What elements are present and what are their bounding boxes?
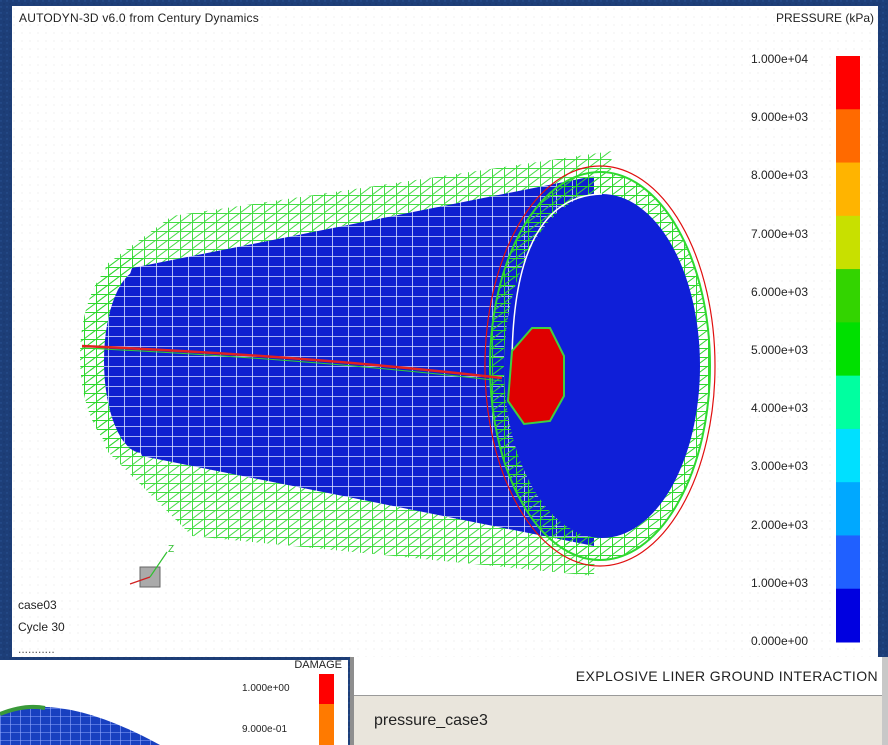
case-name: case03 <box>18 598 57 612</box>
damage-viewport[interactable] <box>0 660 348 745</box>
damage-view-panel[interactable]: DAMAGE 1.000e+00 9.000e-01 <box>0 660 348 745</box>
colorbar-segment <box>836 375 860 430</box>
end-face-edge <box>511 193 603 367</box>
damage-bar-red <box>319 674 334 704</box>
legend-tick-label: 2.000e+03 <box>750 517 808 532</box>
legend-title: PRESSURE (kPa) <box>775 11 874 25</box>
barrel-body <box>104 176 594 546</box>
damage-tick-0: 1.000e+00 <box>242 683 290 694</box>
legend-tick-label: 7.000e+03 <box>750 226 808 241</box>
colorbar-segment <box>836 56 860 110</box>
truncated-label: ........... <box>18 642 55 656</box>
explosive-core <box>506 327 565 426</box>
cycle-label: Cycle 30 <box>18 620 65 634</box>
colorbar-segment <box>836 269 860 323</box>
colorbar-segment <box>836 535 860 590</box>
damage-shape <box>0 706 160 745</box>
legend-tick-label: 8.000e+03 <box>750 168 808 183</box>
legend-tick-label: 1.000e+04 <box>750 52 808 66</box>
colorbar-segment <box>836 162 860 217</box>
damage-bar-orange <box>319 704 334 745</box>
legend-tick-label: 9.000e+03 <box>750 110 808 125</box>
legend-tick-label: 1.000e+03 <box>750 575 808 590</box>
axis-z-label: Z <box>168 544 174 555</box>
panel-divider <box>350 657 354 745</box>
axis-triad <box>129 551 168 588</box>
colorbar-segment <box>836 109 860 164</box>
damage-tick-1: 9.000e-01 <box>242 724 288 735</box>
status-heading-bar: EXPLOSIVE LINER GROUND INTERACTION <box>354 657 882 696</box>
colorbar-segment <box>836 482 860 536</box>
colorbar-segment <box>836 428 860 483</box>
legend-tick-label: 0.000e+00 <box>750 634 808 648</box>
status-field-text: pressure_case3 <box>374 712 488 729</box>
legend-tick-label: 3.000e+03 <box>750 459 808 474</box>
status-heading: EXPLOSIVE LINER GROUND INTERACTION <box>575 668 878 684</box>
status-text-field[interactable]: pressure_case3 <box>354 696 882 745</box>
app-title: AUTODYN-3D v6.0 from Century Dynamics <box>19 11 259 25</box>
pressure-colorbar <box>836 56 860 643</box>
end-face <box>504 194 700 538</box>
colorbar-segment <box>836 588 860 643</box>
simulation-view-panel[interactable]: Z AUTODYN-3D v6.0 from Century Dynamics … <box>12 6 878 657</box>
legend-tick-label: 6.000e+03 <box>750 284 808 299</box>
legend-tick-label: 5.000e+03 <box>750 343 808 357</box>
status-scrollbar[interactable] <box>882 657 888 745</box>
simulation-viewport[interactable]: Z <box>12 6 878 657</box>
axis-line <box>81 344 503 380</box>
status-panel: EXPLOSIVE LINER GROUND INTERACTION press… <box>354 657 888 745</box>
damage-title: DAMAGE <box>294 660 342 671</box>
legend-tick-label: 4.000e+03 <box>750 401 808 416</box>
outer-end-ring <box>484 165 716 567</box>
colorbar-segment <box>836 322 860 377</box>
colorbar-segment <box>836 215 860 270</box>
